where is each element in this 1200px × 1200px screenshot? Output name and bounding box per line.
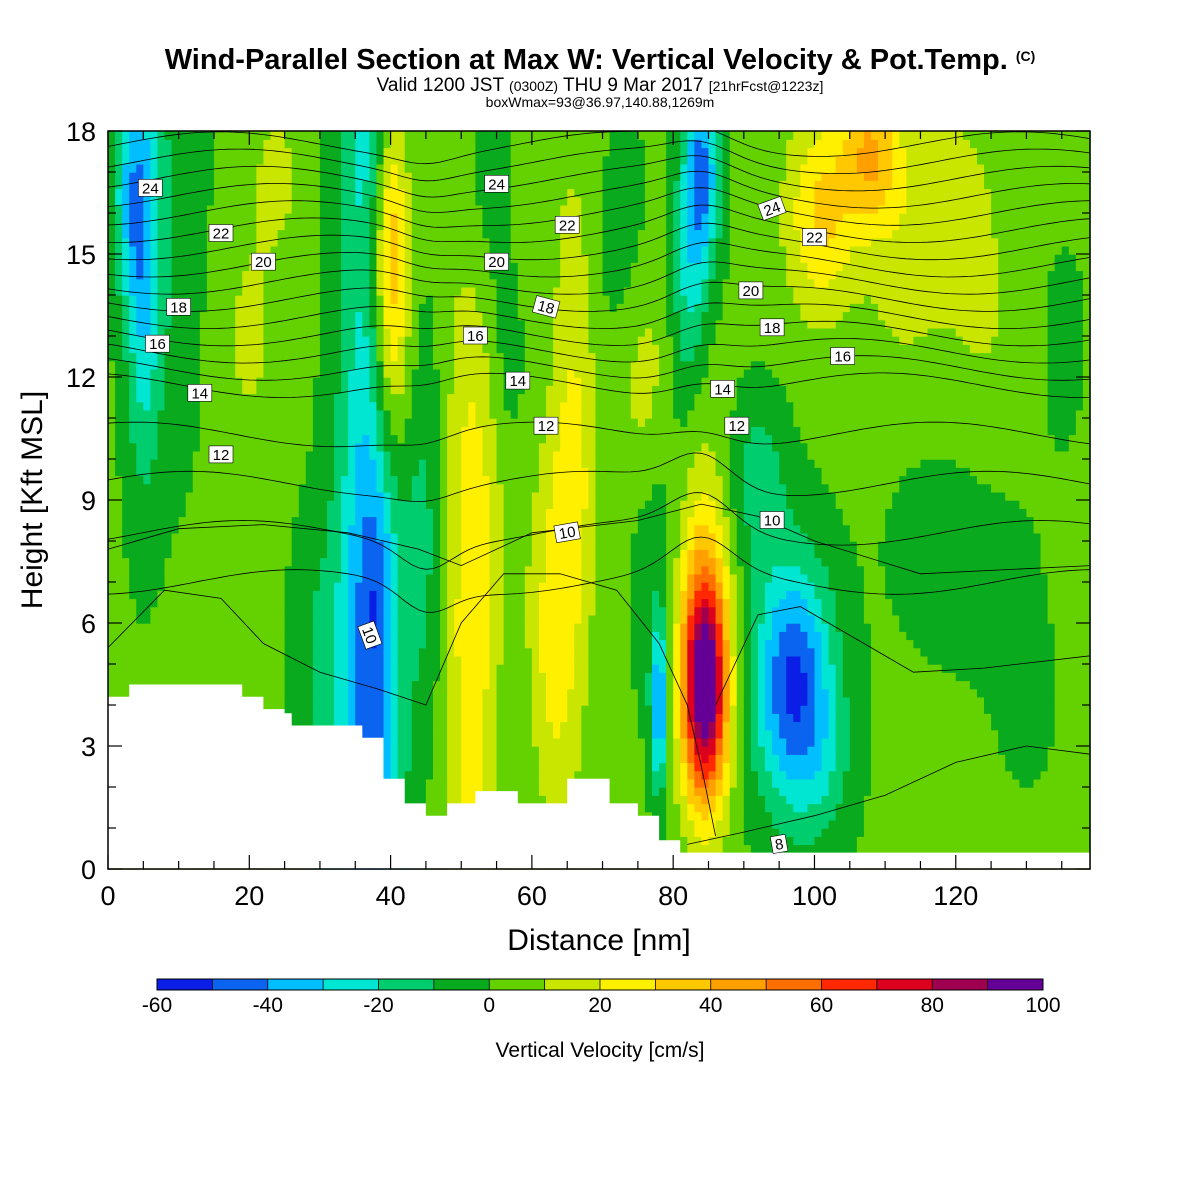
theta-contour-label: 14: [505, 371, 531, 390]
y-axis-label: Height [Kft MSL]: [16, 391, 49, 609]
potential-temperature-contours: [107, 130, 1091, 845]
colorbar-swatch: [212, 979, 269, 990]
y-tick-label: 9: [81, 486, 96, 516]
theta-contour-label: 12: [724, 416, 750, 435]
colorbar-tick-label: 100: [1025, 994, 1060, 1017]
colorbar-tick-label: -60: [142, 994, 172, 1017]
theta-contour-label: 14: [710, 379, 735, 398]
colorbar-swatch: [932, 979, 989, 990]
colorbar-swatch: [489, 979, 546, 990]
x-tick-label: 0: [100, 881, 115, 911]
colorbar-swatch: [710, 979, 767, 990]
colorbar-swatch: [766, 979, 822, 990]
colorbar-tick-label: 0: [483, 994, 495, 1017]
theta-contour-line: [107, 573, 716, 837]
x-tick-label: 80: [658, 881, 688, 911]
theta-contour-line: [107, 503, 1091, 575]
colorbar-swatch: [544, 979, 601, 990]
theta-contour-line: [107, 187, 1091, 228]
colorbar-swatch: [267, 979, 324, 990]
theta-contour-line: [687, 745, 1091, 845]
theta-contour-line: [108, 204, 1091, 243]
colorbar-label: Vertical Velocity [cm/s]: [496, 1039, 705, 1062]
colorbar-tick-label: 80: [921, 994, 944, 1017]
y-tick-label: 15: [66, 240, 96, 270]
colorbar-swatch: [323, 979, 379, 990]
theta-contour-line: [107, 355, 1091, 381]
x-tick-label: 40: [376, 881, 406, 911]
theta-contour-label: 16: [145, 334, 170, 353]
y-tick-label: 18: [66, 117, 96, 147]
theta-contour-label: 24: [757, 195, 787, 221]
theta-contour-line: [107, 281, 1091, 312]
colorbar: -60 -40 -20 0 20 40 60 80 100 Vertical Velocity […: [142, 978, 1061, 1062]
theta-contour-line: [107, 261, 1091, 295]
theta-contour-line: [107, 421, 1091, 448]
theta-contour-line: [107, 130, 1091, 165]
theta-contour-label: 10: [553, 521, 581, 543]
theta-contour-label: 20: [251, 252, 276, 271]
theta-contour-label: 16: [463, 326, 488, 345]
theta-contour-label: 16: [830, 347, 856, 366]
colorbar-swatch: [378, 979, 435, 990]
x-tick-label: 120: [933, 881, 978, 911]
theta-contour-line: [107, 372, 1091, 398]
theta-contour-line: [107, 222, 1091, 261]
theta-contour-line: [107, 452, 1091, 503]
colorbar-swatch: [600, 979, 656, 990]
colorbar-tick-label: 40: [699, 994, 722, 1017]
theta-contour-label: 20: [738, 281, 764, 300]
theta-contour-label: 18: [759, 318, 785, 337]
x-tick-label: 20: [234, 881, 264, 911]
theta-contour-label: 8: [769, 833, 789, 854]
terrain-mask: [108, 684, 1090, 869]
theta-contour-label: 12: [208, 445, 234, 464]
theta-contour-line: [107, 302, 1091, 330]
theta-contour-label: 18: [531, 295, 561, 319]
theta-contour-line: [107, 338, 1091, 364]
y-tick-label: 3: [81, 732, 96, 762]
colorbar-swatch: [876, 979, 933, 990]
theta-contour-label: 18: [166, 297, 191, 316]
chart-title: Wind-Parallel Section at Max W: Vertical…: [164, 44, 1036, 76]
theta-contour-line: [107, 140, 1091, 182]
theta-contour-line: [107, 492, 1091, 570]
theta-contour-label: 22: [208, 224, 234, 243]
theta-contour-line: [107, 536, 1091, 613]
colorbar-swatch: [655, 979, 712, 990]
theta-contour-label: 10: [357, 620, 383, 650]
theta-contour-label: 10: [759, 511, 785, 530]
theta-contour-label: 22: [802, 228, 827, 247]
chart-subtitle: Valid 1200 JST (0300Z) THU 9 Mar 2017 [2…: [376, 75, 824, 96]
theta-contour-line: [107, 155, 1091, 198]
chart-box-info: boxWmax=93@36.97,140.88,1269m: [485, 94, 715, 110]
colorbar-swatch: [821, 979, 878, 990]
theta-contour-line: [715, 606, 1091, 706]
colorbar-swatch: [157, 979, 213, 990]
theta-contour-label: 20: [484, 252, 509, 271]
x-tick-label: 100: [792, 881, 837, 911]
colorbar-swatch: [987, 979, 1044, 990]
colorbar-tick-label: 20: [588, 994, 611, 1017]
theta-contour-label: 24: [484, 175, 509, 193]
y-tick-label: 0: [81, 855, 96, 885]
colorbar-tick-label: 60: [810, 994, 833, 1017]
x-tick-label: 60: [517, 881, 547, 911]
colorbar-tick-label: -20: [363, 994, 393, 1017]
y-tick-label: 12: [66, 363, 96, 393]
theta-contour-line: [107, 320, 1091, 347]
theta-contour-line: [107, 170, 1091, 213]
axes: 0 20 40 60 80 100 120 0 3 6 9 12 15 18 Distance [nm] He…: [16, 117, 1091, 957]
y-tick-label: 6: [81, 609, 96, 639]
x-axis-label: Distance [nm]: [507, 924, 690, 957]
colorbar-tick-label: -40: [253, 994, 283, 1017]
colorbar-swatch: [433, 979, 490, 990]
copyright-mark: (C): [1015, 48, 1036, 64]
theta-contour-label: 12: [533, 416, 559, 435]
theta-contour-label: 14: [187, 384, 213, 402]
theta-contour-label: 24: [138, 179, 163, 197]
theta-contour-label: 22: [554, 216, 580, 234]
